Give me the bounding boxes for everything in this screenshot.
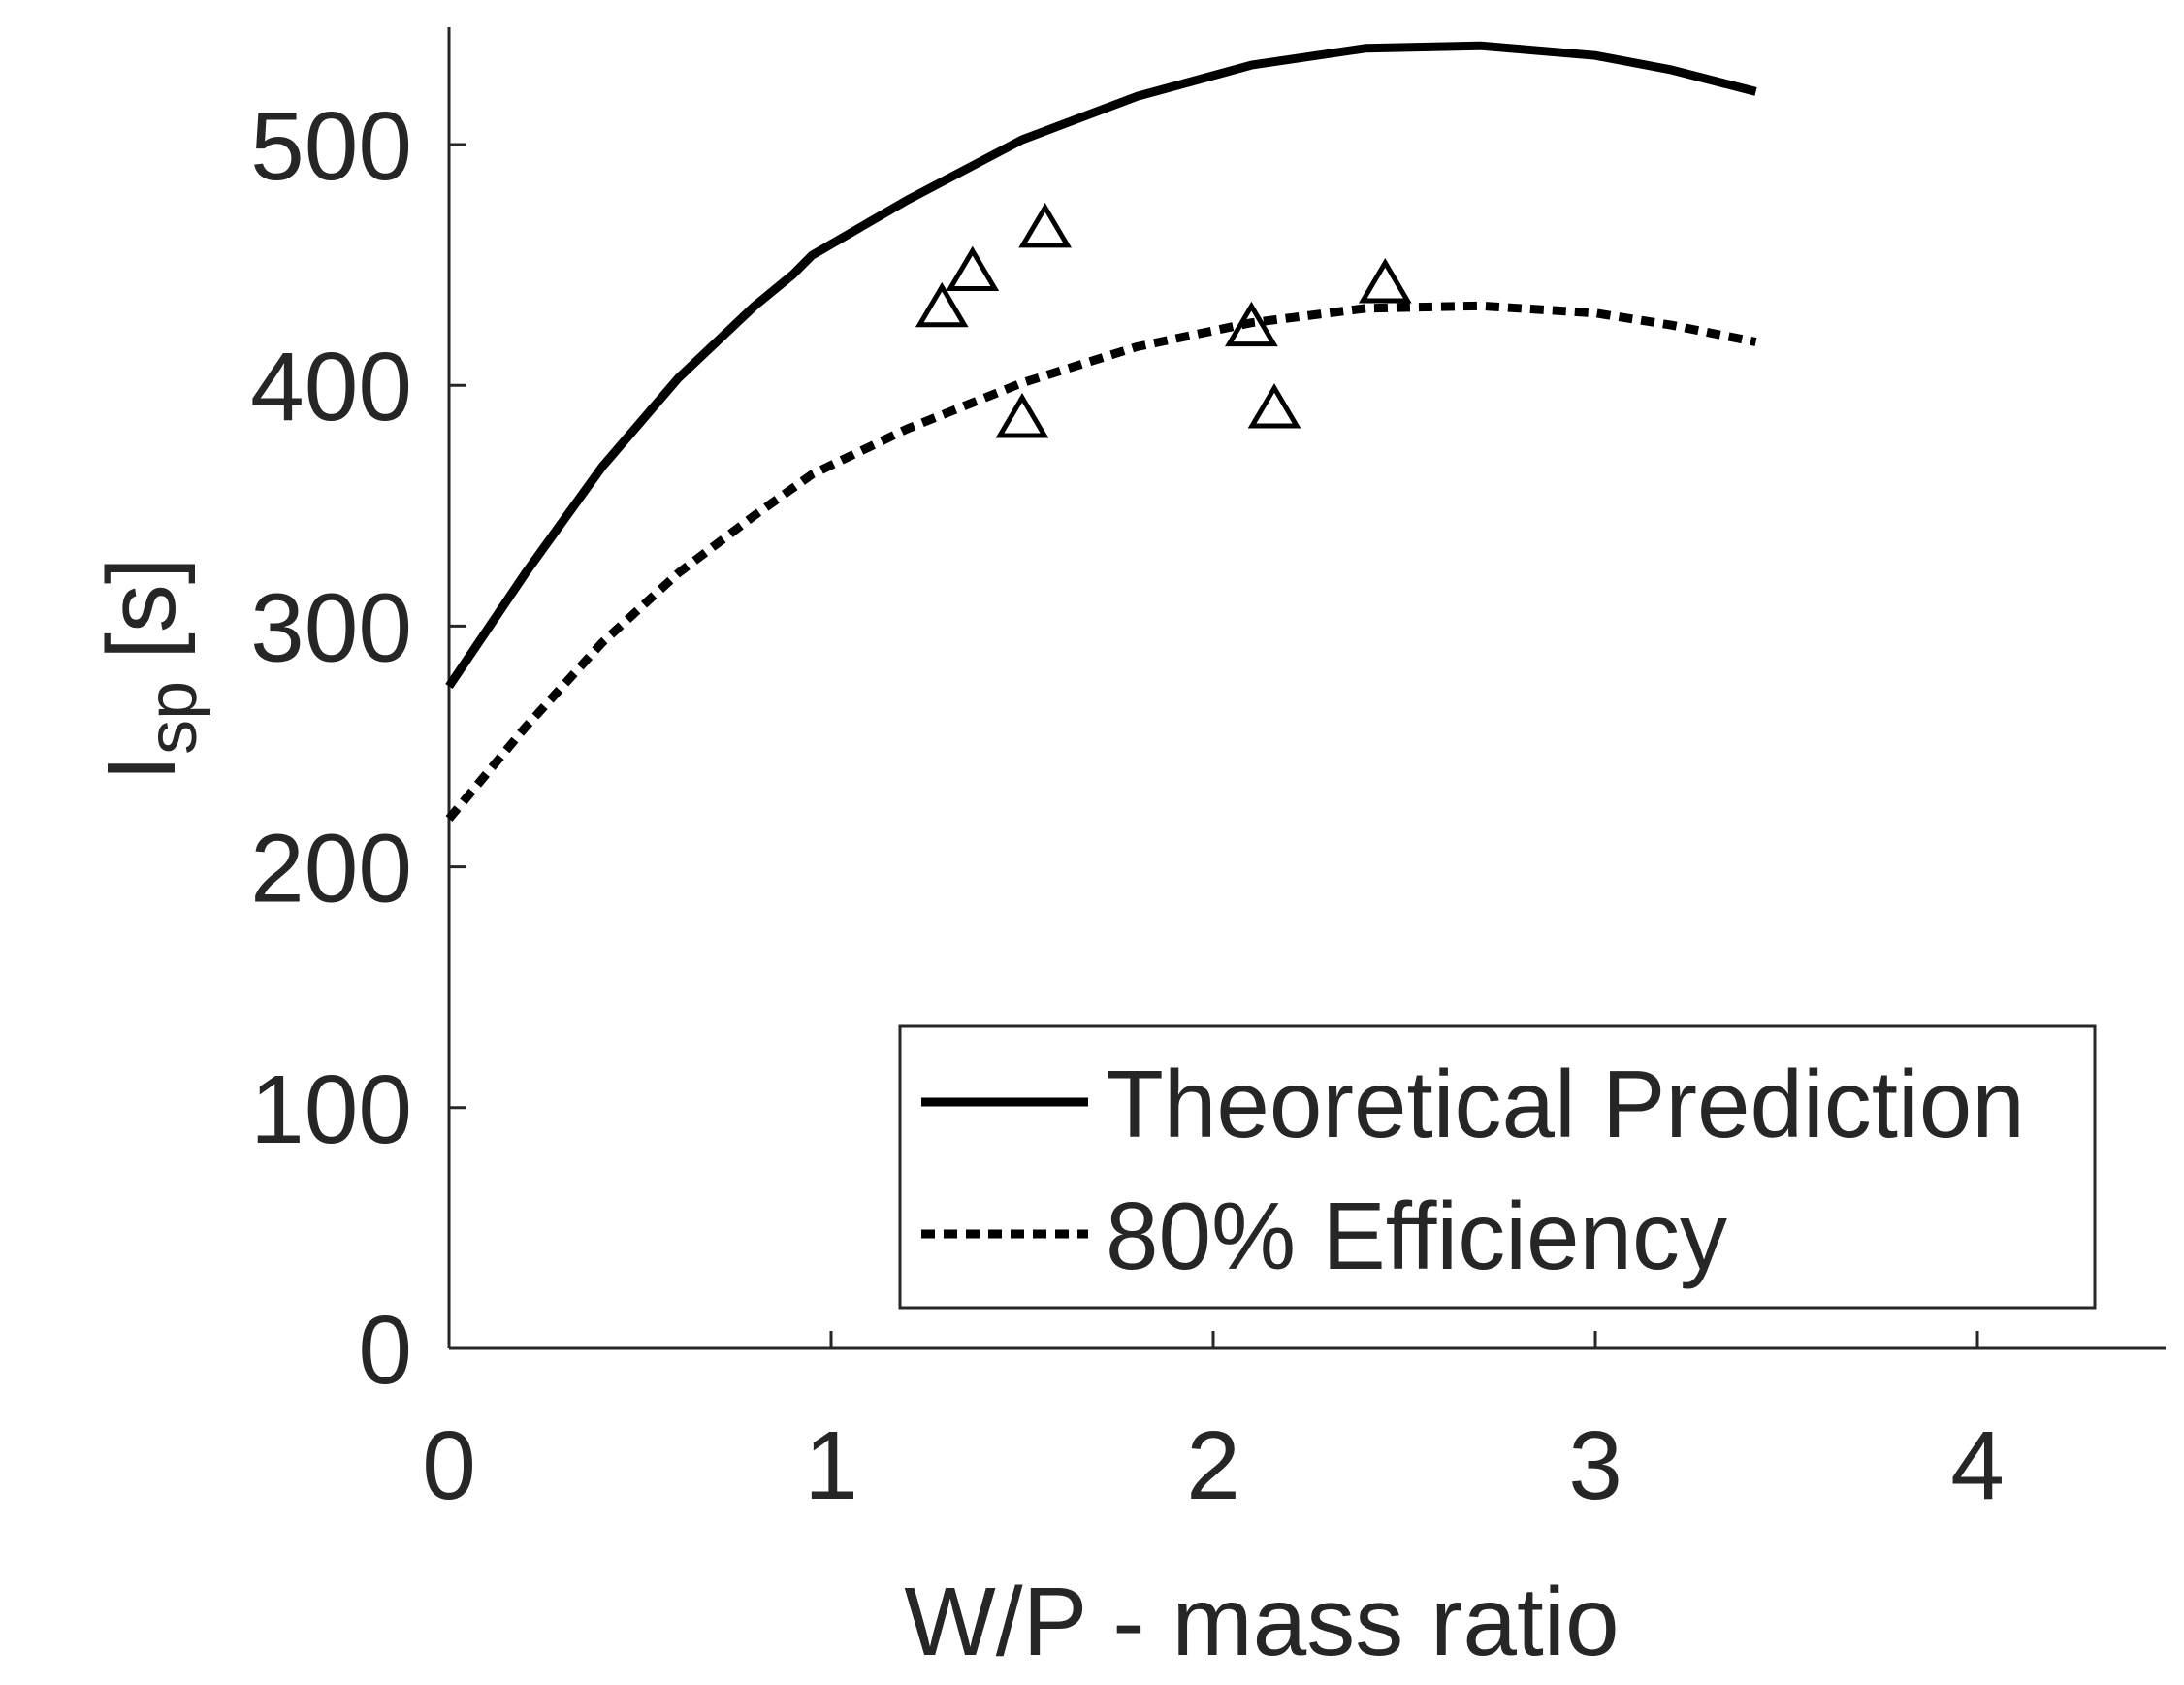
x-tick-label: 1 bbox=[804, 1411, 858, 1520]
legend-label-efficiency: 80% Efficiency bbox=[1106, 1183, 1727, 1289]
data-point-marker bbox=[1247, 383, 1301, 429]
y-tick-label: 500 bbox=[250, 92, 412, 201]
data-point-marker bbox=[915, 281, 969, 328]
data-point-marker bbox=[1018, 202, 1073, 248]
series-layer bbox=[445, 41, 1757, 822]
data-point-marker bbox=[995, 393, 1049, 438]
y-axis-label: Isp [s] bbox=[87, 557, 211, 781]
series-line-theoretical bbox=[445, 41, 1757, 690]
data-points bbox=[915, 202, 1412, 438]
data-point-marker bbox=[946, 245, 1000, 292]
x-tick-label: 3 bbox=[1568, 1411, 1622, 1520]
legend-label-theoretical: Theoretical Prediction bbox=[1106, 1051, 2025, 1157]
data-point-marker bbox=[1225, 301, 1278, 347]
x-tick-label: 2 bbox=[1186, 1411, 1240, 1520]
legend: Theoretical Prediction 80% Efficiency bbox=[898, 1024, 2097, 1310]
axes: 0 1 2 3 4 0 100 200 300 400 500 bbox=[250, 27, 2166, 1520]
x-tick-label: 0 bbox=[422, 1411, 476, 1520]
x-tick-label: 4 bbox=[1950, 1411, 2005, 1520]
y-axis-label-main: I bbox=[87, 755, 196, 782]
legend-box bbox=[898, 1024, 2097, 1310]
series-line-efficiency bbox=[445, 301, 1757, 822]
y-tick-label: 300 bbox=[250, 573, 412, 682]
data-point-marker bbox=[1358, 258, 1412, 304]
y-tick-label: 400 bbox=[250, 333, 412, 441]
y-tick-label: 0 bbox=[358, 1296, 412, 1405]
y-axis-label-sub: sp bbox=[134, 681, 211, 755]
y-axis-label-unit: [s] bbox=[87, 557, 196, 660]
y-tick-label: 100 bbox=[250, 1055, 412, 1164]
y-tick-label: 200 bbox=[250, 815, 412, 924]
x-axis-label: W/P - mass ratio bbox=[904, 1568, 1619, 1676]
